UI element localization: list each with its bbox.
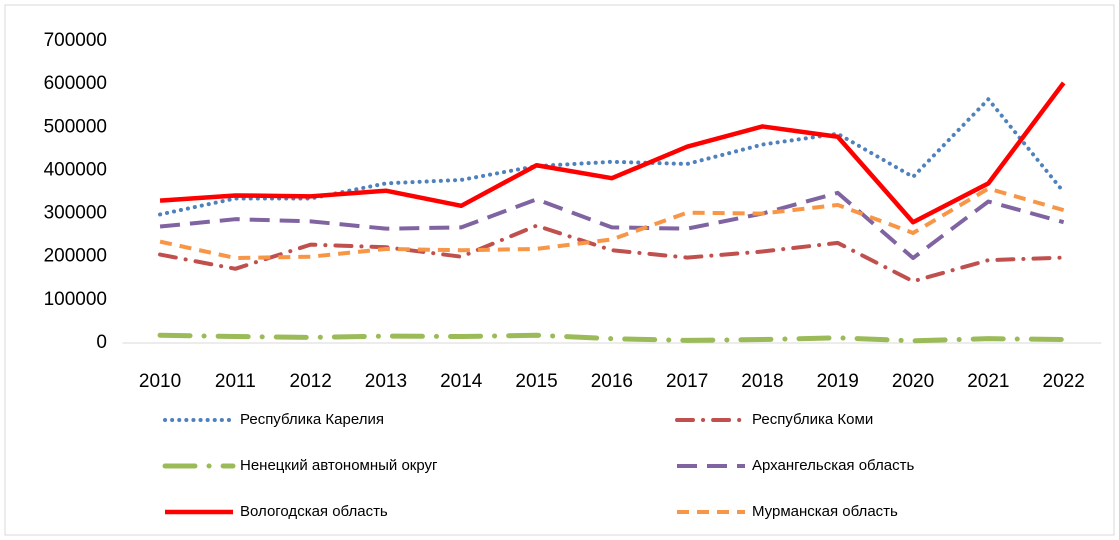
x-tick-label: 2010 bbox=[139, 371, 181, 392]
y-tick-label: 0 bbox=[96, 332, 107, 353]
series-line bbox=[159, 186, 1065, 261]
x-tick-label: 2022 bbox=[1043, 371, 1085, 392]
chart-border bbox=[4, 4, 1115, 536]
x-tick-label: 2012 bbox=[290, 371, 332, 392]
series-line bbox=[157, 332, 1067, 344]
series-line bbox=[158, 97, 1066, 217]
legend-label: Архангельская область bbox=[752, 457, 914, 474]
x-tick-label: 2014 bbox=[440, 371, 483, 392]
legend-label: Вологодская область bbox=[240, 503, 388, 520]
x-tick-label: 2015 bbox=[515, 371, 557, 392]
y-tick-label: 400000 bbox=[44, 159, 107, 180]
legend-label: Республика Коми bbox=[752, 411, 873, 428]
x-tick-label: 2018 bbox=[741, 371, 783, 392]
series-line bbox=[159, 81, 1066, 225]
series-line bbox=[158, 223, 1066, 284]
x-tick-label: 2016 bbox=[591, 371, 633, 392]
x-tick-label: 2021 bbox=[967, 371, 1009, 392]
x-tick-label: 2013 bbox=[365, 371, 407, 392]
x-tick-label: 2011 bbox=[215, 371, 256, 392]
legend-label: Мурманская область bbox=[752, 503, 898, 520]
series-line bbox=[159, 190, 1065, 261]
y-tick-label: 200000 bbox=[44, 246, 107, 267]
x-tick-label: 2017 bbox=[666, 371, 708, 392]
y-tick-label: 500000 bbox=[44, 116, 107, 137]
x-tick-label: 2020 bbox=[892, 371, 934, 392]
y-tick-label: 100000 bbox=[44, 289, 107, 310]
y-tick-label: 700000 bbox=[44, 30, 107, 51]
y-tick-label: 600000 bbox=[44, 73, 107, 94]
x-tick-label: 2019 bbox=[817, 371, 859, 392]
legend-label: Ненецкий автономный округ bbox=[240, 457, 438, 474]
y-tick-label: 300000 bbox=[44, 203, 107, 224]
legend-label: Республика Карелия bbox=[240, 411, 384, 428]
